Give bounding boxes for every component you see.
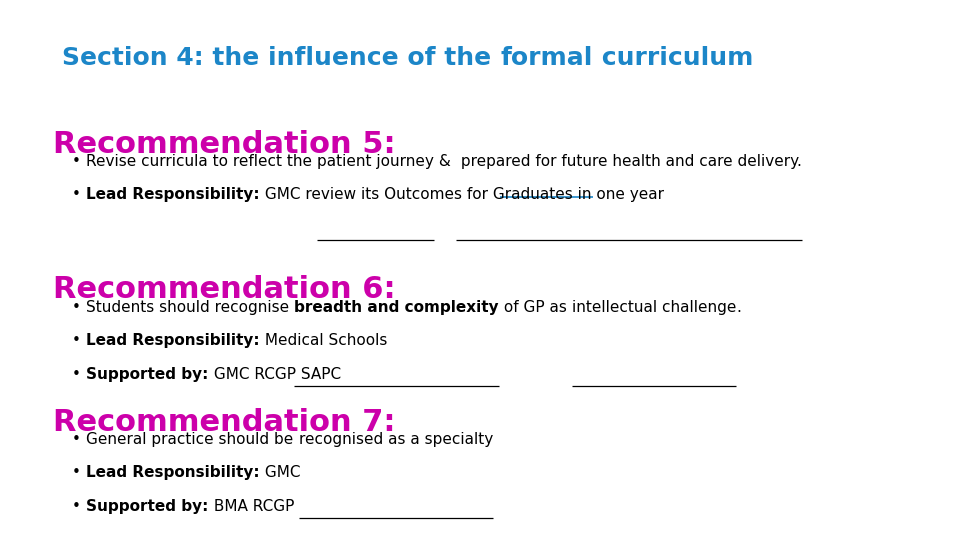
Text: recognised as a specialty: recognised as a specialty <box>299 432 492 447</box>
Text: •: • <box>72 154 81 169</box>
Text: Recommendation 6:: Recommendation 6: <box>53 275 396 305</box>
Text: Supported by:: Supported by: <box>86 367 208 382</box>
Text: •: • <box>72 465 81 481</box>
Text: BMA RCGP: BMA RCGP <box>208 499 294 514</box>
Text: Lead Responsibility:: Lead Responsibility: <box>86 465 260 481</box>
Text: GMC review its Outcomes for Graduates in one year: GMC review its Outcomes for Graduates in… <box>260 187 664 202</box>
Text: of GP as: of GP as <box>499 300 572 315</box>
Text: Medical Schools: Medical Schools <box>260 333 388 348</box>
Text: •: • <box>72 367 81 382</box>
Text: Lead Responsibility:: Lead Responsibility: <box>86 187 260 202</box>
Text: prepared for future health and care delivery.: prepared for future health and care deli… <box>456 154 802 169</box>
Text: Recommendation 5:: Recommendation 5: <box>53 130 396 159</box>
Text: Supported by:: Supported by: <box>86 499 208 514</box>
Text: GMC RCGP SAPC: GMC RCGP SAPC <box>208 367 341 382</box>
Text: intellectual challenge: intellectual challenge <box>572 300 736 315</box>
Text: formal: formal <box>500 46 592 70</box>
Text: General practice should be: General practice should be <box>86 432 299 447</box>
Text: •: • <box>72 432 81 447</box>
Text: Revise curricula to reflect the: Revise curricula to reflect the <box>86 154 317 169</box>
Text: breadth and complexity: breadth and complexity <box>295 300 499 315</box>
Text: .: . <box>736 300 741 315</box>
Text: •: • <box>72 499 81 514</box>
Text: •: • <box>72 300 81 315</box>
Text: Section 4: the influence of the: Section 4: the influence of the <box>62 46 500 70</box>
Text: curriculum: curriculum <box>592 46 753 70</box>
Text: GMC: GMC <box>260 465 300 481</box>
Text: Students should recognise: Students should recognise <box>86 300 295 315</box>
Text: •: • <box>72 187 81 202</box>
Text: &: & <box>434 154 456 169</box>
Text: patient journey: patient journey <box>317 154 434 169</box>
Text: •: • <box>72 333 81 348</box>
Text: Lead Responsibility:: Lead Responsibility: <box>86 333 260 348</box>
Text: Recommendation 7:: Recommendation 7: <box>53 408 396 437</box>
